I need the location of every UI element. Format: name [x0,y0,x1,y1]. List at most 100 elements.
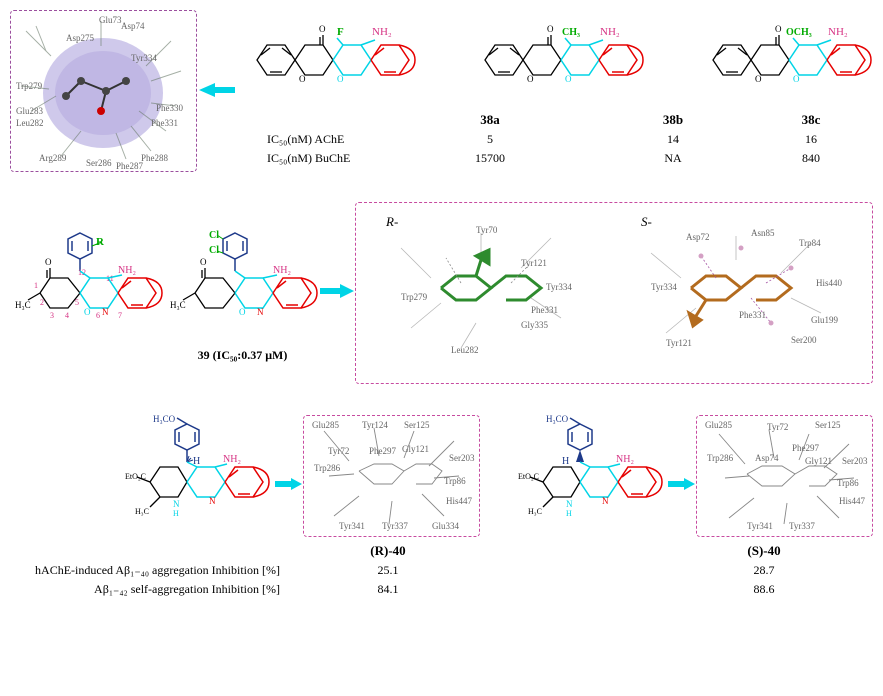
svg-text:7: 7 [118,311,122,320]
row-buche-label: IC₅₀(nM) BuChE [267,149,415,168]
svg-text:Tyr121: Tyr121 [666,338,692,348]
svg-text:Tyr72: Tyr72 [767,422,788,432]
svg-text:R-: R- [385,214,398,229]
svg-text:Ser200: Ser200 [791,335,817,345]
svg-text:Gly121: Gly121 [402,444,429,454]
svg-text:O: O [547,24,554,34]
svg-text:H₃CO: H₃CO [153,414,176,424]
svg-text:O: O [527,74,534,84]
nh2-label: NH₂ [372,26,392,38]
table-40: (R)-40 (S)-40 hAChE-induced Aβ₁₋₄₀ aggre… [10,541,812,599]
sub-38a: F [337,26,344,38]
row-ab40-label: hAChE-induced Aβ₁₋₄₀ aggregation Inhibit… [10,561,298,580]
svg-text:NH₂: NH₂ [600,26,620,38]
svg-text:His440: His440 [816,278,843,288]
svg-text:His447: His447 [839,496,866,506]
svg-text:N: N [173,499,180,509]
svg-text:O: O [565,74,572,84]
id-S40: (S)-40 [734,541,812,561]
id-38a: 38a [415,110,583,130]
table-38: 38a 38b 38c IC₅₀(nM) AChE 5 14 16 IC₅₀(n… [267,110,859,168]
svg-text:Tyr337: Tyr337 [382,521,408,531]
section-3: H₃CO H NH₂ EtO₂CH₃C N H N [10,412,873,537]
svg-text:NH₂: NH₂ [828,26,848,38]
svg-text:Glu285: Glu285 [312,420,340,430]
svg-text:O: O [200,257,207,267]
binding-panel-39: R- S- Tyr70 Tyr121 [355,202,873,384]
svg-text:Glu334: Glu334 [432,521,460,531]
svg-text:Glu285: Glu285 [705,420,733,430]
svg-text:Leu282: Leu282 [16,118,44,128]
svg-text:Tyr341: Tyr341 [747,521,773,531]
svg-text:1: 1 [34,281,38,290]
svg-text:Tyr334: Tyr334 [546,282,572,292]
svg-text:H: H [173,509,179,518]
svg-text:NH₂: NH₂ [118,265,136,276]
svg-text:Asn85: Asn85 [751,228,775,238]
svg-text:Tyr337: Tyr337 [789,521,815,531]
svg-text:Glu283: Glu283 [16,106,44,116]
svg-text:EtO₂C: EtO₂C [125,472,146,481]
svg-text:Asp74: Asp74 [121,21,145,31]
svg-text:Asp275: Asp275 [66,33,95,43]
svg-text:Ser125: Ser125 [815,420,841,430]
row-ache-label: IC₅₀(nM) AChE [267,130,415,149]
svg-text:Ser286: Ser286 [86,158,112,168]
svg-text:Trp279: Trp279 [401,292,428,302]
sub-38b: CH₃ [562,27,580,38]
svg-text:O: O [299,74,306,84]
svg-text:Tyr70: Tyr70 [476,225,498,235]
svg-text:O: O [45,257,52,267]
svg-text:O: O [755,74,762,84]
svg-text:Gly121: Gly121 [805,456,832,466]
section-2: R NH₂ O H₃C 1 2 3 4 5 6 7 11 12 [10,202,873,384]
row-ab42-label: Aβ₁₋₄₂ self-aggregation Inhibition [%] [10,580,298,599]
svg-text:Gly335: Gly335 [521,320,549,330]
binding-panel-S40: Glu285 Tyr72 Ser125 Trp286 Asp74 Phe297 … [696,415,873,537]
structure-S40: H₃CO H NH₂ EtO₂CH₃C NH N [518,412,668,537]
svg-text:Trp286: Trp286 [314,463,341,473]
svg-text:O: O [319,24,326,34]
id-38b: 38b [583,110,781,130]
structure-38b: O O CH₃ NH₂ O [465,10,645,110]
arrow-right-3a [275,476,303,537]
structure-38c: OO OCH₃ NH₂ O [693,10,873,110]
svg-text:6: 6 [96,311,100,320]
structure-R40: H₃CO H NH₂ EtO₂CH₃C N H N [125,412,275,537]
svg-text:Trp86: Trp86 [837,478,859,488]
svg-text:Tyr124: Tyr124 [362,420,388,430]
svg-text:Phe331: Phe331 [739,310,766,320]
svg-text:5: 5 [75,298,79,307]
svg-text:O: O [793,74,800,84]
svg-text:O: O [84,307,91,317]
svg-text:N: N [566,499,573,509]
svg-text:His447: His447 [446,496,473,506]
svg-text:Phe331: Phe331 [151,118,178,128]
svg-text:N: N [602,496,609,506]
svg-text:S-: S- [641,214,652,229]
svg-text:H₃CO: H₃CO [546,414,569,424]
structure-39: Cl Cl NH₂ OH₃C O N 39 (IC₅₀:0.37 μM) [165,223,320,363]
structures-38: O O F NH₂ O [237,10,873,168]
svg-text:Trp286: Trp286 [707,453,734,463]
svg-text:Phe330: Phe330 [156,103,184,113]
svg-text:3: 3 [50,311,54,320]
svg-text:Phe331: Phe331 [531,305,558,315]
svg-text:H: H [566,509,572,518]
svg-text:Phe297: Phe297 [369,446,397,456]
svg-text:O: O [239,307,246,317]
svg-text:Trp279: Trp279 [16,81,43,91]
svg-text:NH₂: NH₂ [273,265,291,276]
id-R40: (R)-40 [298,541,496,561]
svg-text:N: N [257,307,264,317]
id-38c: 38c [781,110,859,130]
arrow-right-3b [668,476,696,537]
svg-text:N: N [209,496,216,506]
svg-text:Tyr341: Tyr341 [339,521,365,531]
binding-blob-svg: Trp279 Tyr334 Phe330 Phe331 Glu73 Asp74 … [11,11,196,171]
svg-text:Ser203: Ser203 [842,456,868,466]
svg-text:Tyr334: Tyr334 [131,53,157,63]
section-1: Trp279 Tyr334 Phe330 Phe331 Glu73 Asp74 … [10,10,873,172]
binding-panel-38a: Trp279 Tyr334 Phe330 Phe331 Glu73 Asp74 … [10,10,197,172]
svg-text:Phe287: Phe287 [116,161,144,171]
